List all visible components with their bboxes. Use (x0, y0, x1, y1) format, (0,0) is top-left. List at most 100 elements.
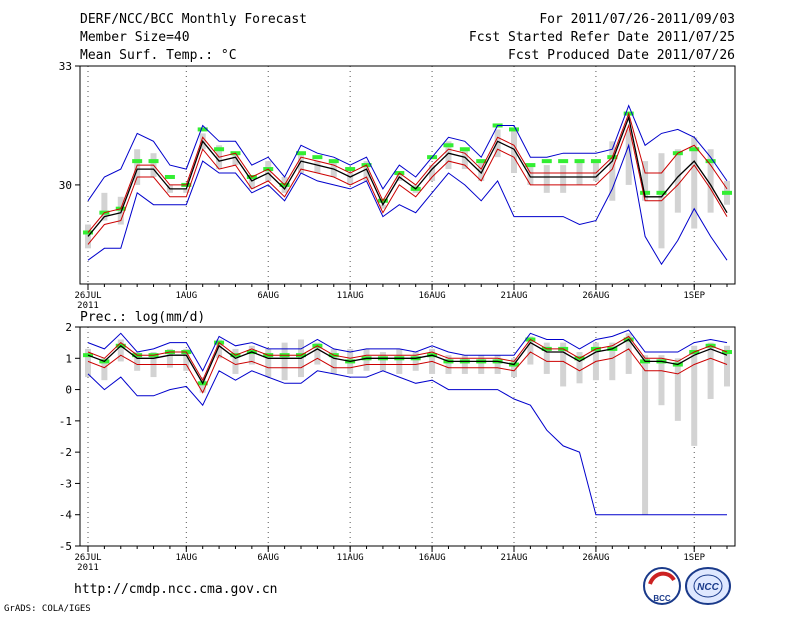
y-tick-label: -4 (59, 509, 73, 522)
spread-box (576, 352, 583, 384)
spread-box (117, 339, 124, 362)
spread-box (314, 342, 321, 365)
y-tick-label: -1 (59, 415, 72, 428)
min-envelope-line (87, 370, 727, 516)
spread-box (461, 149, 468, 170)
x-year-label: 2011 (77, 301, 99, 311)
ncc-logo-ring (685, 567, 731, 605)
y-tick-label: 0 (65, 384, 72, 397)
y-tick-label: 1 (65, 352, 72, 365)
lower-spread-line (87, 348, 728, 394)
spread-box (543, 342, 550, 374)
ncc-logo-text: NCC (697, 582, 719, 593)
y-tick-label: 30 (59, 179, 72, 192)
x-tick-label: 16AUG (419, 553, 446, 563)
spread-box (298, 153, 304, 174)
variable-label: Mean Surf. Temp.: °C (80, 48, 237, 63)
precipitation-panel: -5 -4 -3 -2 -1 0 1 2 26JUL 1AUG 6AUG 11AUG 16AUG 21AU… (59, 310, 736, 573)
x-tick-label: 6AUG (257, 553, 279, 563)
spread-box (265, 348, 272, 378)
spread-box (314, 161, 321, 174)
ncc-logo: NCC (685, 567, 731, 605)
spread-box (379, 352, 386, 371)
spread-box (134, 352, 141, 371)
spread-box (232, 348, 239, 374)
upper-spread-line (87, 111, 728, 233)
spread-box (445, 141, 452, 170)
spread-box (494, 355, 501, 374)
forecast-start-date: Fcst Started Refer Date 2011/07/25 (468, 30, 735, 45)
spread-box (248, 345, 255, 365)
spread-box (429, 165, 436, 181)
ensemble-mean-line (87, 115, 728, 237)
spread-box (330, 348, 337, 374)
spread-box (691, 137, 698, 229)
spread-box (560, 165, 567, 193)
spread-box (724, 345, 730, 387)
plot-frame (79, 65, 736, 285)
spread-box (134, 149, 141, 185)
bcc-logo-text: BCC (653, 594, 671, 603)
spread-box (625, 333, 632, 374)
chart-title: DERF/NCC/BCC Monthly Forecast (80, 12, 307, 27)
spread-box (511, 358, 517, 378)
spread-box (347, 173, 354, 185)
spread-box (281, 342, 288, 381)
spread-box (248, 176, 255, 189)
spread-box (691, 345, 698, 446)
panel-title: Prec.: log(mm/d) (80, 310, 205, 325)
x-year-label: 2011 (77, 563, 99, 573)
x-tick-label: 16AUG (419, 291, 446, 301)
y-tick-label: 33 (59, 60, 72, 73)
x-tick-label: 26JUL (74, 291, 101, 301)
spread-box (166, 348, 173, 368)
lower-spread-line (87, 123, 728, 245)
spread-box (183, 188, 190, 193)
x-tick-label: 6AUG (257, 291, 279, 301)
y-tick-label: -3 (59, 477, 72, 490)
spread-box (363, 161, 370, 181)
spread-box (183, 348, 190, 371)
bcc-logo-swirl (648, 571, 676, 585)
spread-box (609, 141, 616, 201)
spread-box (494, 129, 501, 158)
spread-box (396, 348, 403, 374)
spread-box (412, 352, 419, 371)
footer-url[interactable]: http://cmdp.ncc.cma.gov.cn (74, 582, 278, 597)
spread-box (658, 355, 665, 406)
forecast-produced-date: Fcst Produced Date 2011/07/26 (508, 48, 735, 63)
spread-box (85, 348, 91, 378)
upper-spread-line (87, 335, 728, 382)
temperature-panel: 30 33 26JUL 1AUG 6AUG 11AUG 16AUG 21AUG 26AUG 1SE… (59, 60, 736, 311)
x-tick-label: 26AUG (582, 291, 609, 301)
spread-box (560, 342, 567, 387)
x-tick-label: 1AUG (175, 291, 197, 301)
spread-box (445, 355, 452, 374)
grads-credit: GrADS: COLA/IGES (4, 604, 91, 614)
min-envelope-line (87, 143, 728, 266)
ensemble-mean-line (87, 338, 728, 385)
spread-box (232, 153, 239, 166)
spread-box (478, 161, 485, 181)
ncc-logo-globe (693, 574, 723, 598)
spread-box (216, 339, 223, 359)
spread-box (527, 336, 534, 365)
y-tick-label: -5 (59, 540, 72, 553)
spread-box (379, 204, 386, 209)
x-tick-label: 11AUG (337, 291, 364, 301)
x-tick-label: 26AUG (582, 553, 609, 563)
max-envelope-line (87, 104, 728, 202)
spread-box (85, 224, 91, 249)
spread-box (101, 192, 108, 221)
member-size: Member Size=40 (80, 30, 190, 45)
spread-box (642, 355, 649, 515)
x-tick-label: 1SEP (683, 553, 705, 563)
x-tick-label: 1AUG (175, 553, 197, 563)
x-tick-label: 21AUG (500, 553, 527, 563)
spread-box (707, 342, 714, 399)
bcc-logo: BCC (643, 567, 681, 605)
spread-box (511, 129, 517, 174)
spread-box (592, 161, 599, 181)
spread-box (543, 165, 550, 193)
